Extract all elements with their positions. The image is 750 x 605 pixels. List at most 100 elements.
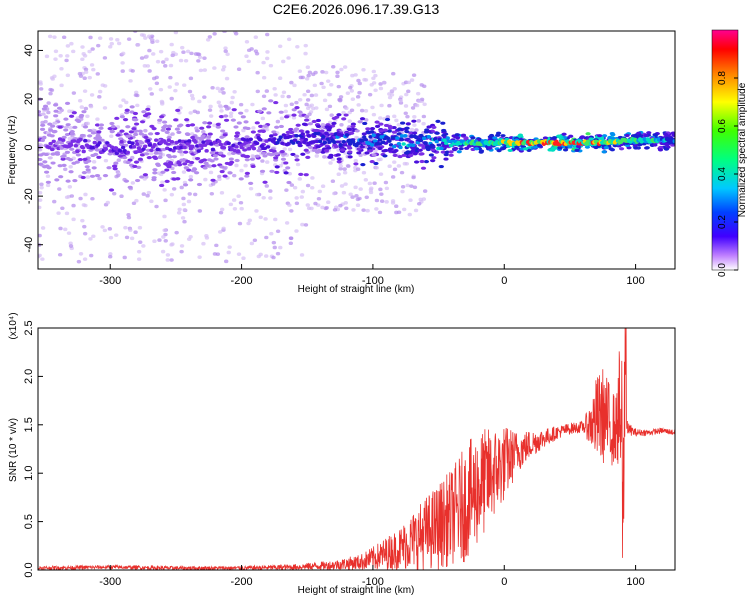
heatmap-cell: [306, 73, 311, 78]
heatmap-cell: [138, 240, 143, 244]
heatmap-cell: [268, 153, 274, 157]
heatmap-cell: [294, 133, 299, 138]
heatmap-cell: [219, 191, 225, 195]
heatmap-cell: [396, 210, 402, 215]
heatmap-cell: [220, 129, 226, 133]
heatmap-cell: [218, 142, 224, 147]
heatmap-cell: [268, 99, 274, 103]
heatmap-cell: [87, 75, 92, 80]
heatmap-cell: [440, 121, 446, 125]
heatmap-cell: [372, 181, 377, 186]
heatmap-cell: [118, 137, 124, 141]
heatmap-cell: [61, 138, 66, 142]
heatmap-cell: [180, 216, 186, 220]
heatmap-cell: [246, 59, 251, 64]
heatmap-cell: [275, 251, 281, 256]
heatmap-cell: [163, 198, 168, 203]
heatmap-cell: [273, 93, 278, 97]
heatmap-cell: [40, 257, 45, 261]
heatmap-cell: [188, 174, 194, 179]
snr-y-tick-label: 1.0: [23, 466, 35, 481]
heatmap-cell: [115, 133, 121, 137]
heatmap-cell: [147, 143, 153, 147]
heatmap-cell: [298, 75, 304, 80]
heatmap-cell: [287, 203, 292, 207]
heatmap-cell: [206, 125, 212, 129]
heatmap-cell: [624, 133, 630, 138]
heatmap-cell: [248, 181, 254, 185]
heatmap-cell: [430, 147, 436, 152]
heatmap-cell: [201, 140, 206, 144]
heatmap-cell: [327, 104, 333, 109]
heatmap-cell: [113, 161, 119, 165]
heatmap-cell: [386, 129, 392, 133]
heatmap-cell: [274, 125, 280, 129]
heatmap-cell: [414, 135, 419, 140]
heatmap-cell: [353, 73, 358, 77]
heatmap-cell: [403, 104, 409, 108]
heatmap-cell: [68, 164, 73, 169]
heatmap-cell: [44, 164, 50, 168]
heatmap-cell: [357, 81, 362, 86]
heatmap-cell: [405, 183, 410, 188]
heatmap-cell: [335, 70, 340, 75]
heatmap-cell: [47, 34, 53, 39]
heatmap-cell: [177, 150, 183, 154]
heatmap-cell: [198, 68, 204, 73]
heatmap-cell: [237, 221, 243, 226]
heatmap-cell: [98, 123, 105, 127]
heatmap-cell: [38, 80, 43, 84]
heatmap-cell: [272, 86, 277, 91]
heatmap-cell: [197, 140, 203, 145]
heatmap-cell: [403, 111, 408, 116]
heatmap-cell: [354, 129, 360, 133]
heatmap-cell: [210, 85, 215, 90]
heatmap-cell: [178, 123, 184, 127]
heatmap-cell: [522, 147, 529, 151]
heatmap-cell: [108, 235, 114, 240]
heatmap-cell: [58, 175, 64, 179]
heatmap-cell: [133, 132, 139, 137]
heatmap-cell: [141, 244, 146, 248]
heatmap-cell: [329, 82, 334, 87]
heatmap-cell: [120, 145, 126, 150]
heatmap-cell: [233, 31, 239, 36]
heatmap-cell: [413, 160, 420, 164]
heatmap-cell: [138, 132, 144, 136]
heatmap-cell: [53, 114, 59, 118]
heatmap-cell: [345, 91, 351, 95]
heatmap-cell: [377, 210, 383, 215]
heatmap-cell: [487, 146, 493, 150]
heatmap-cell: [244, 39, 250, 44]
heatmap-cell: [118, 104, 123, 108]
heatmap-cell: [341, 190, 347, 195]
heatmap-cell: [367, 181, 373, 186]
heatmap-cell: [374, 198, 380, 203]
heatmap-cell: [146, 190, 152, 195]
heatmap-cell: [185, 49, 191, 54]
heatmap-cell: [83, 138, 88, 143]
heatmap-cell: [303, 51, 308, 56]
heatmap-cell: [367, 92, 373, 97]
heatmap-cell: [392, 160, 397, 164]
heatmap-cell: [431, 125, 437, 130]
heatmap-cell: [228, 111, 234, 116]
heatmap-cell: [609, 131, 615, 136]
heatmap-cell: [431, 156, 437, 160]
heatmap-cell: [348, 192, 353, 197]
spectrogram-frame: [37, 30, 676, 270]
heatmap-cell: [323, 70, 329, 75]
heatmap-cell: [574, 148, 580, 152]
heatmap-cell: [298, 129, 305, 133]
heatmap-cell: [385, 115, 391, 119]
heatmap-cell: [298, 172, 304, 176]
heatmap-cell: [106, 143, 112, 148]
heatmap-cell: [139, 175, 145, 179]
heatmap-cell: [355, 95, 361, 99]
heatmap-cell: [85, 114, 90, 119]
heatmap-cell: [355, 167, 361, 172]
heatmap-cell: [408, 153, 414, 158]
heatmap-cell: [121, 51, 126, 56]
heatmap-cell: [278, 245, 283, 250]
